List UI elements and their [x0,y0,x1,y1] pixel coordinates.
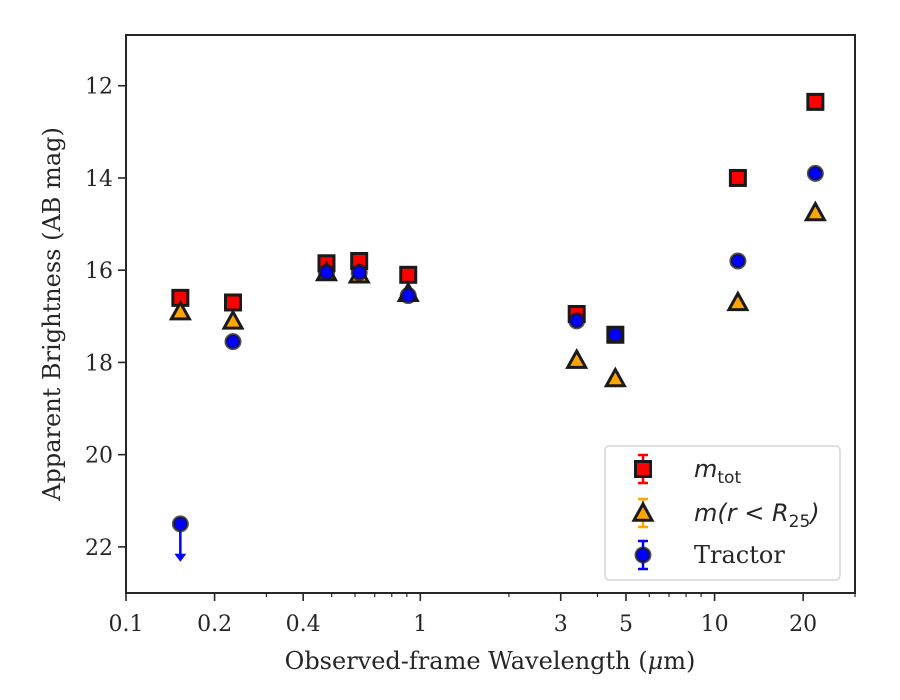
mr25-point [603,366,627,388]
legend-label: Tractor [694,541,785,569]
y-tick-label: 14 [85,167,113,192]
tractor-point [606,326,624,344]
y-axis-label: Apparent Brightness (AB mag) [38,127,66,502]
y-tick-label: 20 [85,444,113,469]
mr25-point [803,200,827,222]
plot-frame [125,34,856,594]
x-tick-label: 1 [413,612,427,637]
data-markers [168,92,827,562]
upper-limit-arrow-head [174,553,187,562]
x-tick-label: 0.1 [109,612,144,637]
tractor-point [729,252,747,270]
mtot-point [399,265,418,284]
y-tick-label: 16 [85,259,113,284]
legend-marker [634,546,652,564]
tractor-point [171,515,189,533]
legend-label: m(r < R25) [694,499,820,532]
x-tick-label: 0.4 [286,612,321,637]
x-axis-label: Observed-frame Wavelength (μm) [285,647,696,675]
tractor-point [568,312,586,330]
mtot-point [806,92,825,111]
tractor-point [350,263,368,281]
x-tick-label: 0.2 [197,612,232,637]
mr25-point [221,308,245,330]
x-tick-label: 5 [619,612,633,637]
x-tick-label: 3 [554,612,568,637]
x-tick-label: 10 [701,612,729,637]
y-tick-label: 18 [85,351,113,376]
y-tick-label: 12 [85,75,113,100]
tractor-point [317,263,335,281]
mtot-point [224,293,243,312]
mr25-point [168,299,192,321]
y-tick-label: 22 [85,536,113,561]
axes: 0.1 0.2 0.4 1 3 5 10 20 12 14 16 18 20 22 [85,75,856,637]
legend-marker [631,500,655,522]
x-tick-label: 20 [789,612,817,637]
legend: mtot m(r < R25) Tractor [604,445,841,581]
mtot-point [728,168,747,187]
tractor-point [806,164,824,182]
mr25-point [565,348,589,369]
legend-marker [634,460,652,478]
tractor-point [399,287,417,305]
legend-label: mtot [694,455,741,488]
tractor-point [224,333,242,351]
legend-box [604,445,841,581]
mr25-point [726,290,750,312]
